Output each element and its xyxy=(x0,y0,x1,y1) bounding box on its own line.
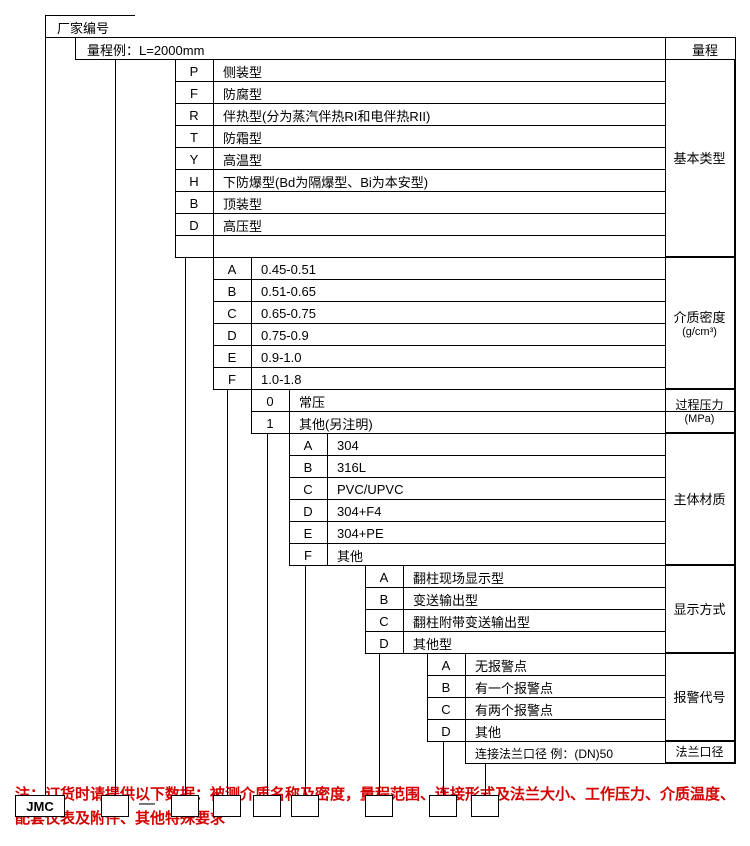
display-box xyxy=(365,795,393,817)
pressure-label: 过程压力 (MPa) xyxy=(665,389,735,433)
alarm-box xyxy=(429,795,457,817)
density-box xyxy=(213,795,241,817)
flange-desc: 连接法兰口径 例：(DN)50 xyxy=(469,742,619,764)
basic-type-desc: 侧装型 xyxy=(217,60,268,82)
basic-type-box xyxy=(171,795,199,817)
material-box xyxy=(291,795,319,817)
alarm-label: 报警代号 xyxy=(665,653,735,741)
range-box xyxy=(101,795,129,817)
flange-label: 法兰口径 xyxy=(665,741,735,763)
pressure-box xyxy=(253,795,281,817)
range-col-label: 量程 xyxy=(680,38,730,60)
display-label: 显示方式 xyxy=(665,565,735,653)
selection-diagram: 厂家编号 量程例：L=2000mm 量程 P 侧装型 F 防腐型 R 伴热型(分… xyxy=(15,15,735,775)
manufacturer-label: 厂家编号 xyxy=(51,16,115,38)
dash-separator: — xyxy=(139,795,155,813)
prefix-box: JMC xyxy=(15,795,65,817)
density-label: 介质密度 (g/cm³) xyxy=(665,257,735,389)
range-example: 量程例：L=2000mm xyxy=(81,38,210,60)
basic-type-label: 基本类型 xyxy=(665,59,735,257)
basic-type-code: P xyxy=(175,60,213,82)
flange-box xyxy=(471,795,499,817)
material-label: 主体材质 xyxy=(665,433,735,565)
